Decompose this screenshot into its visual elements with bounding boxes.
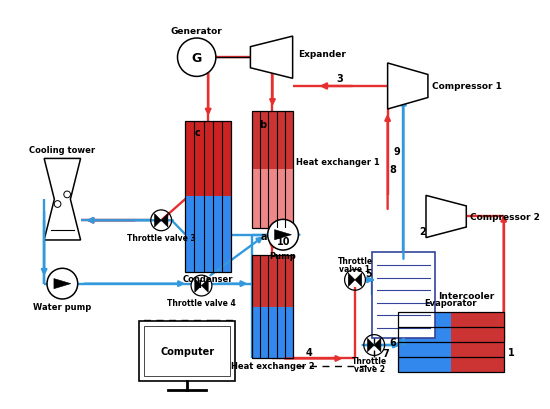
Bar	[185, 121, 231, 197]
Text: Expander: Expander	[299, 50, 346, 59]
Bar	[185, 121, 231, 272]
Bar	[252, 255, 293, 307]
Polygon shape	[426, 196, 466, 238]
Polygon shape	[195, 279, 201, 292]
Text: Throttle: Throttle	[352, 356, 387, 365]
Text: Heat exchanger 1: Heat exchanger 1	[296, 158, 380, 167]
Bar	[185, 197, 231, 272]
Text: Cooling tower: Cooling tower	[29, 146, 96, 155]
Text: Generator: Generator	[171, 27, 223, 36]
Text: Evaporator: Evaporator	[425, 298, 477, 307]
Polygon shape	[367, 339, 374, 352]
Bar	[144, 326, 230, 376]
Polygon shape	[155, 214, 161, 227]
Polygon shape	[250, 37, 293, 79]
Text: G: G	[191, 52, 202, 65]
Text: 9: 9	[393, 147, 400, 157]
Text: 3: 3	[336, 74, 343, 84]
Bar	[252, 112, 293, 170]
Polygon shape	[201, 279, 208, 292]
Bar	[252, 255, 293, 359]
Circle shape	[268, 220, 299, 250]
Text: 10: 10	[277, 237, 291, 247]
Text: Throttle valve 3: Throttle valve 3	[127, 234, 196, 243]
Bar	[398, 312, 504, 372]
Polygon shape	[388, 64, 428, 110]
Bar	[372, 252, 434, 339]
Bar	[252, 112, 293, 229]
Bar	[252, 170, 293, 229]
Text: d: d	[195, 279, 201, 289]
Text: Throttle valve 4: Throttle valve 4	[167, 299, 236, 308]
Text: Pump: Pump	[270, 252, 296, 261]
Text: 7: 7	[383, 348, 389, 358]
Circle shape	[178, 39, 216, 77]
Bar	[252, 307, 293, 359]
Bar	[451, 312, 504, 372]
Polygon shape	[348, 273, 355, 287]
Text: b: b	[260, 120, 267, 130]
Text: 5: 5	[365, 268, 372, 279]
Polygon shape	[54, 279, 71, 289]
Text: 6: 6	[389, 337, 396, 347]
Text: Intercooler: Intercooler	[438, 291, 494, 300]
Text: 4: 4	[306, 347, 312, 357]
Text: Throttle: Throttle	[338, 256, 372, 265]
Text: 2: 2	[419, 226, 426, 236]
Text: Condenser: Condenser	[183, 275, 233, 284]
Circle shape	[47, 269, 78, 299]
Text: Water pump: Water pump	[33, 302, 91, 311]
Polygon shape	[374, 339, 381, 352]
Text: 8: 8	[389, 164, 396, 175]
Text: c: c	[195, 128, 201, 138]
Text: Compressor 1: Compressor 1	[432, 82, 502, 91]
Text: Compressor 2: Compressor 2	[470, 212, 540, 221]
Polygon shape	[161, 214, 168, 227]
Text: valve 2: valve 2	[354, 364, 385, 373]
Bar	[398, 312, 451, 372]
Text: Heat exchanger 2: Heat exchanger 2	[230, 361, 315, 370]
Text: 1: 1	[508, 347, 514, 357]
Bar	[139, 321, 235, 381]
Text: a: a	[260, 231, 267, 241]
Polygon shape	[355, 273, 362, 287]
Polygon shape	[274, 230, 292, 240]
Text: Computer: Computer	[160, 346, 214, 356]
Text: valve 1: valve 1	[339, 264, 371, 273]
Polygon shape	[44, 159, 81, 240]
